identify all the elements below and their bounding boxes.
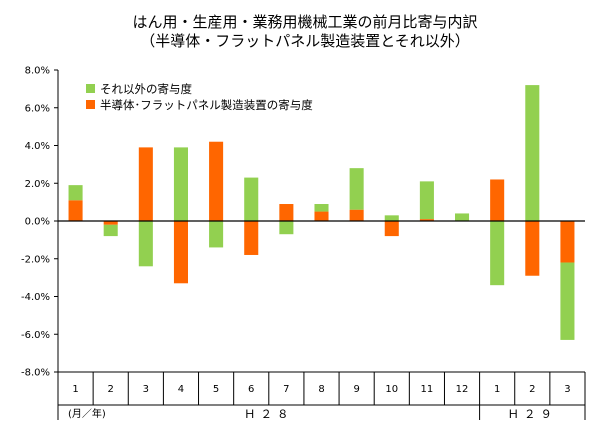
bar-semiconductor-11 xyxy=(419,219,434,221)
y-tick-label: 6.0% xyxy=(25,103,50,114)
legend-swatch-other xyxy=(86,84,95,93)
bar-other-3 xyxy=(138,221,153,267)
y-tick-label: 2.0% xyxy=(25,179,50,190)
x-category-label: 3 xyxy=(143,384,149,395)
legend-label-semiconductor: 半導体･フラットパネル製造装置の寄与度 xyxy=(100,98,313,112)
bar-semiconductor-8 xyxy=(314,211,329,221)
x-category-label: 10 xyxy=(385,384,398,395)
bar-semiconductor-5 xyxy=(209,141,224,221)
bar-semiconductor-1 xyxy=(68,200,83,221)
x-category-label: 9 xyxy=(353,384,359,395)
y-tick-label: -4.0% xyxy=(21,292,50,303)
bar-semiconductor-4 xyxy=(173,221,188,284)
legend: それ以外の寄与度 半導体･フラットパネル製造装置の寄与度 xyxy=(86,82,313,112)
bar-other-5 xyxy=(209,221,224,248)
bars-layer xyxy=(68,85,575,340)
bar-semiconductor-14 xyxy=(525,221,540,276)
bar-other-4 xyxy=(173,147,188,221)
bar-other-14 xyxy=(525,85,540,221)
bar-semiconductor-6 xyxy=(244,221,259,255)
unit-label: (月／年) xyxy=(68,407,106,420)
bar-semiconductor-9 xyxy=(349,209,364,221)
bar-other-7 xyxy=(279,221,294,235)
era-label-h28: Ｈ２８ xyxy=(244,407,294,421)
x-category-label: 1 xyxy=(72,384,78,395)
y-tick-label: 0.0% xyxy=(25,217,50,228)
y-tick-label: -2.0% xyxy=(21,254,50,265)
bar-semiconductor-13 xyxy=(490,179,505,221)
chart-title-line1: はん用・生産用・業務用機械工業の前月比寄与内訳 xyxy=(132,13,477,31)
bar-other-15 xyxy=(560,262,575,340)
bar-semiconductor-3 xyxy=(138,147,153,221)
bar-other-10 xyxy=(384,215,399,221)
y-axis: 8.0% 6.0% 4.0% 2.0% 0.0% -2.0% -4.0% -6.0% -8.0% xyxy=(21,66,59,379)
x-category-label: 5 xyxy=(213,384,219,395)
x-category-label: 6 xyxy=(248,384,254,395)
x-category-label: 1 xyxy=(494,384,500,395)
bar-other-6 xyxy=(244,177,259,221)
bar-other-9 xyxy=(349,168,364,210)
era-label-h29: Ｈ２９ xyxy=(508,407,558,421)
legend-swatch-semiconductor xyxy=(86,100,95,109)
chart-title-line2: （半導体・フラットパネル製造装置とそれ以外） xyxy=(140,32,470,50)
x-category-label: 2 xyxy=(529,384,535,395)
x-category-label: 7 xyxy=(283,384,289,395)
legend-label-other: それ以外の寄与度 xyxy=(100,82,192,96)
bar-other-1 xyxy=(68,185,83,201)
bar-semiconductor-7 xyxy=(279,204,294,221)
bar-other-2 xyxy=(103,224,118,237)
bar-other-13 xyxy=(490,221,505,286)
x-category-label: 4 xyxy=(178,384,184,395)
y-tick-label: -6.0% xyxy=(21,330,50,341)
y-tick-label: 4.0% xyxy=(25,141,50,152)
y-tick-label: 8.0% xyxy=(25,66,50,77)
x-category-label: 8 xyxy=(318,384,324,395)
bar-other-11 xyxy=(419,181,434,220)
y-tick-label: -8.0% xyxy=(21,368,50,379)
bar-other-12 xyxy=(455,213,470,221)
x-category-label: 12 xyxy=(456,384,469,395)
bar-semiconductor-15 xyxy=(560,221,575,263)
x-category-label: 2 xyxy=(108,384,114,395)
x-category-label: 11 xyxy=(421,384,434,395)
x-axis-table: 1 2 3 4 5 6 7 8 9 10 11 12 1 2 3(月／年) Ｈ２８ Ｈ２９ xyxy=(57,371,586,421)
bar-semiconductor-2 xyxy=(103,221,118,225)
bar-other-8 xyxy=(314,204,329,212)
bar-semiconductor-10 xyxy=(384,221,399,237)
x-category-label: 3 xyxy=(564,384,570,395)
